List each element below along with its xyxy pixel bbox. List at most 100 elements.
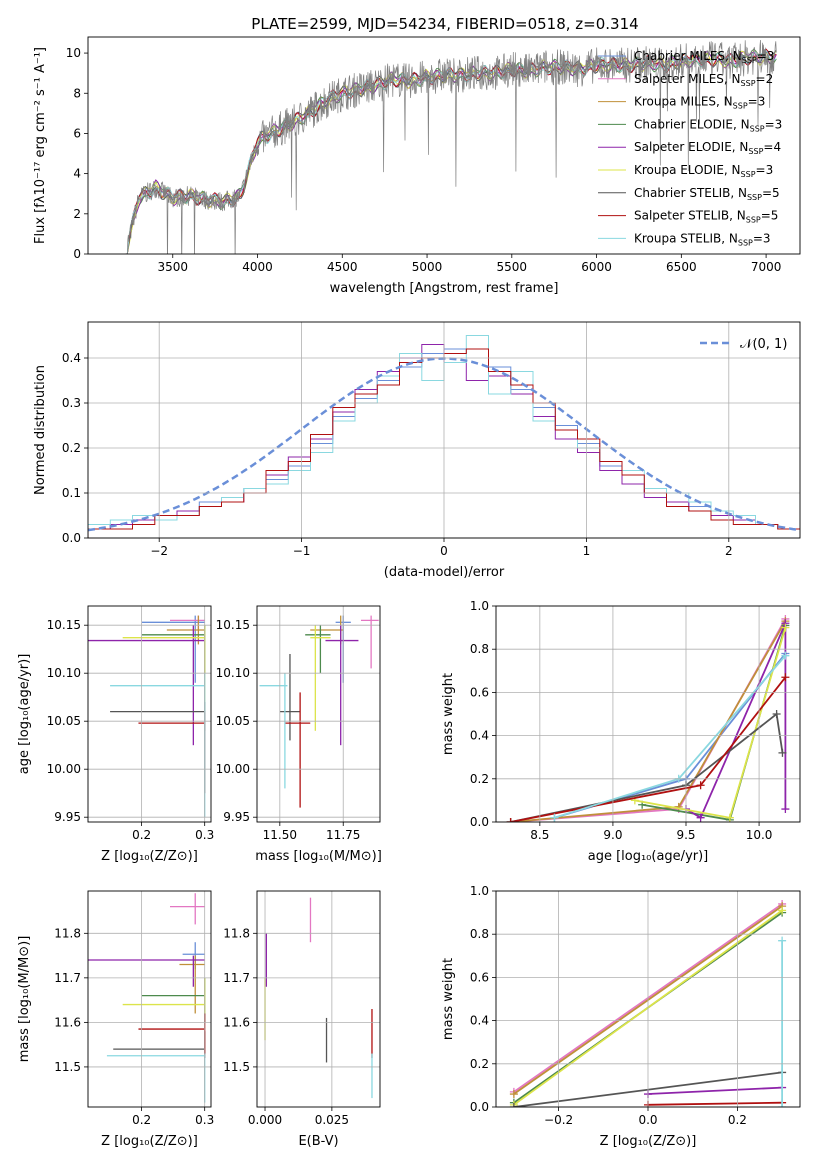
x-tick-label: 11.75: [326, 828, 360, 842]
legend-label: Salpeter STELIB, NSSP=5: [634, 209, 778, 225]
axes-frame: [256, 605, 381, 823]
y-tick-label: 9.95: [54, 810, 81, 824]
axes-frame: [495, 890, 801, 1108]
legend-label-sub: SSP: [741, 170, 756, 179]
x-tick-label: 8.5: [530, 828, 549, 842]
y-tick-label: 10.00: [216, 762, 250, 776]
legend-label-value: =3: [757, 49, 775, 63]
legend-label-value: =4: [763, 140, 781, 154]
data-point-marker: [696, 781, 705, 790]
axes-frame: [87, 36, 801, 255]
y-tick-label: 11.7: [54, 971, 81, 985]
panel-spectrum: 3500 4000 4500 5000 5500 6000 6500 7000 0 2 4 6 8 10 w…: [33, 36, 801, 296]
panel-residuals: −2 −1 0 1 2 0.0 0.1 0.2 0.3 0.4 (data-model)/error…: [33, 321, 801, 580]
y-tick-label: 11.5: [223, 1060, 250, 1074]
panel-mass-weight-vs-Z: −0.2 0.0 0.2 0.0 0.2 0.4 0.6 0.8 1.0 Z [log₁₀(Z/Z…: [441, 884, 801, 1149]
y-axis-label: mass [log₁₀(M/M⊙)]: [17, 936, 32, 1063]
x-tick-label: 9.5: [676, 828, 695, 842]
panel-mass-weight-vs-age: 8.5 9.0 9.5 10.0 0.0 0.2 0.4 0.6 0.8 1.0 age [log₁…: [441, 599, 801, 864]
figure-layer: 3500 4000 4500 5000 5500 6000 6500 70000246810w…: [17, 36, 801, 1149]
x-tick-label: 10.0: [746, 828, 773, 842]
x-tick-label: −1: [293, 544, 311, 558]
legend-label-main: Kroupa STELIB, N: [634, 231, 738, 245]
y-axis-label: Flux [fλ10⁻¹⁷ erg cm⁻² s⁻¹ A⁻¹]: [33, 47, 48, 244]
mass-weight-line: [510, 676, 787, 822]
y-tick-label: 11.7: [223, 971, 250, 985]
legend-label-main: Kroupa MILES, N: [634, 95, 733, 109]
x-tick-label: 1: [583, 544, 591, 558]
x-axis-label: mass [log₁₀(M/M⊙)]: [255, 849, 382, 864]
y-tick-label: 10.15: [47, 618, 81, 632]
plot-area: [264, 897, 373, 1099]
y-tick-label: 4: [73, 167, 81, 181]
mass-weight-line: [647, 1101, 783, 1106]
x-tick-label: 0.0: [638, 1113, 657, 1127]
y-tick-label: 10.10: [216, 666, 250, 680]
y-tick-label: 11.8: [223, 926, 250, 940]
data-point-marker: [550, 813, 559, 822]
y-tick-label: 11.6: [223, 1015, 250, 1029]
y-tick-label: 0.2: [470, 772, 489, 786]
y-tick-label: 9.95: [223, 810, 250, 824]
y-tick-label: 8: [73, 86, 81, 100]
x-tick-label: 4000: [242, 260, 273, 274]
x-tick-label: 0.3: [195, 828, 214, 842]
x-tick-label: 0.025: [315, 1113, 349, 1127]
y-tick-label: 0.4: [470, 1014, 489, 1028]
data-point-marker: [778, 936, 787, 945]
observed-spectrum-line: [125, 39, 777, 254]
y-tick-label: 11.6: [54, 1015, 81, 1029]
legend-label: 𝒩(0, 1): [740, 337, 787, 352]
legend-label-sub: SSP: [738, 238, 753, 247]
legend-label-sub: SSP: [742, 56, 757, 65]
legend-label-sub: SSP: [741, 79, 756, 88]
legend-label-main: Kroupa ELODIE, N: [634, 163, 741, 177]
y-tick-label: 10.05: [47, 714, 81, 728]
x-tick-label: −0.2: [544, 1113, 573, 1127]
plot-area: [125, 39, 777, 254]
plot-area: [259, 615, 379, 808]
y-tick-label: 0.0: [470, 815, 489, 829]
x-tick-label: 0.2: [728, 1113, 747, 1127]
data-point-marker: [772, 710, 781, 718]
legend-label: Salpeter MILES, NSSP=2: [634, 72, 773, 88]
axes-frame: [495, 605, 801, 823]
y-tick-label: 0.3: [62, 396, 81, 410]
y-tick-label: 11.5: [54, 1060, 81, 1074]
data-point-marker: [674, 802, 683, 811]
legend-label: Chabrier ELODIE, NSSP=3: [634, 117, 782, 133]
legend-label-sub: SSP: [733, 102, 748, 111]
data-point-marker: [781, 805, 790, 814]
x-axis-label: age [log₁₀(age/yr)]: [588, 849, 709, 864]
data-point-marker: [781, 623, 790, 632]
legend-label-sub: SSP: [748, 147, 763, 156]
y-tick-label: 10.05: [216, 714, 250, 728]
y-tick-label: 6: [73, 126, 81, 140]
data-point-marker: [778, 906, 787, 915]
data-point-marker: [725, 813, 734, 822]
legend-label-value: =3: [765, 117, 783, 131]
y-tick-label: 0.0: [470, 1100, 489, 1114]
y-tick-label: 10.15: [216, 618, 250, 632]
axes-frame: [87, 321, 801, 539]
plot-area: [506, 614, 790, 822]
y-tick-label: 10: [66, 46, 81, 60]
x-tick-label: 5500: [497, 260, 528, 274]
mass-weight-line: [634, 627, 787, 819]
x-tick-label: −2: [150, 544, 168, 558]
data-point-marker: [509, 1090, 518, 1099]
data-point-marker: [509, 1103, 518, 1107]
y-tick-label: 0.6: [470, 685, 489, 699]
y-tick-label: 10.00: [47, 762, 81, 776]
data-point-marker: [778, 1103, 787, 1107]
x-axis-label: E(B-V): [298, 1134, 338, 1149]
legend-label-main: Chabrier STELIB, N: [634, 186, 747, 200]
legend-label: Kroupa ELODIE, NSSP=3: [634, 163, 773, 179]
x-tick-label: 0: [440, 544, 448, 558]
data-point-marker: [781, 651, 790, 660]
legend-label-sub: SSP: [746, 216, 761, 225]
y-tick-label: 0.8: [470, 642, 489, 656]
x-tick-label: 0.2: [132, 1113, 151, 1127]
